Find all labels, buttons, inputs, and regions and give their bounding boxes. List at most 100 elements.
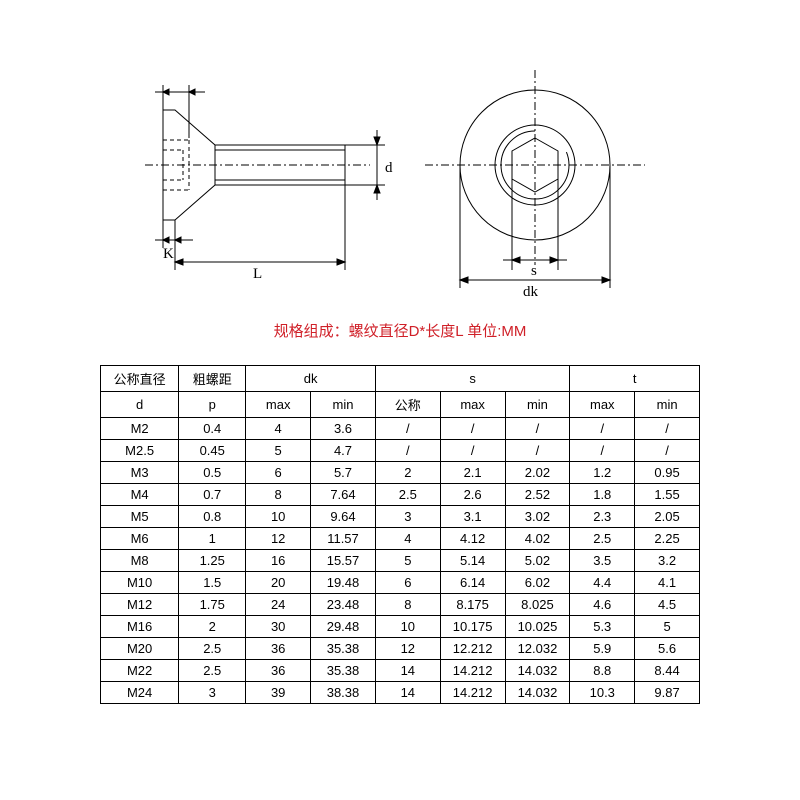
table-header-row-2: d p max min 公称 max min max min bbox=[101, 392, 700, 418]
label-K: K bbox=[163, 246, 174, 262]
cell-s_max: 10.175 bbox=[440, 616, 505, 638]
cell-dk_max: 36 bbox=[246, 638, 311, 660]
cell-p: 1.5 bbox=[179, 572, 246, 594]
cell-s_max: 3.1 bbox=[440, 506, 505, 528]
cell-s_nom: / bbox=[375, 418, 440, 440]
table-row: M20.443.6///// bbox=[101, 418, 700, 440]
cell-dk_min: 29.48 bbox=[311, 616, 376, 638]
cell-s_max: 14.212 bbox=[440, 660, 505, 682]
cell-dk_max: 12 bbox=[246, 528, 311, 550]
cell-t_min: 3.2 bbox=[635, 550, 700, 572]
cell-p: 0.5 bbox=[179, 462, 246, 484]
cell-s_nom: 3 bbox=[375, 506, 440, 528]
table-row: M222.53635.381414.21214.0328.88.44 bbox=[101, 660, 700, 682]
cell-s_max: 12.212 bbox=[440, 638, 505, 660]
cell-d: M6 bbox=[101, 528, 179, 550]
cell-s_min: 2.52 bbox=[505, 484, 570, 506]
cell-d: M8 bbox=[101, 550, 179, 572]
cell-p: 2.5 bbox=[179, 638, 246, 660]
cell-s_min: 14.032 bbox=[505, 660, 570, 682]
table-row: M2433938.381414.21214.03210.39.87 bbox=[101, 682, 700, 704]
table-row: M2.50.4554.7///// bbox=[101, 440, 700, 462]
cell-s_max: 2.1 bbox=[440, 462, 505, 484]
cell-s_min: 4.02 bbox=[505, 528, 570, 550]
cell-d: M20 bbox=[101, 638, 179, 660]
cell-d: M10 bbox=[101, 572, 179, 594]
th-t-max: max bbox=[570, 392, 635, 418]
screw-diagram-svg: K L d s dk bbox=[145, 70, 655, 300]
cell-dk_min: 4.7 bbox=[311, 440, 376, 462]
cell-s_min: / bbox=[505, 418, 570, 440]
cell-s_max: 8.175 bbox=[440, 594, 505, 616]
cell-dk_max: 4 bbox=[246, 418, 311, 440]
cell-dk_max: 39 bbox=[246, 682, 311, 704]
cell-dk_min: 15.57 bbox=[311, 550, 376, 572]
cell-t_max: 4.4 bbox=[570, 572, 635, 594]
table-row: M121.752423.4888.1758.0254.64.5 bbox=[101, 594, 700, 616]
cell-s_max: / bbox=[440, 418, 505, 440]
table-row: M611211.5744.124.022.52.25 bbox=[101, 528, 700, 550]
cell-s_nom: 5 bbox=[375, 550, 440, 572]
cell-s_min: 3.02 bbox=[505, 506, 570, 528]
th-s: s bbox=[375, 366, 569, 392]
cell-dk_min: 9.64 bbox=[311, 506, 376, 528]
cell-t_max: / bbox=[570, 440, 635, 462]
th-p: p bbox=[179, 392, 246, 418]
cell-t_max: 3.5 bbox=[570, 550, 635, 572]
label-d: d bbox=[385, 160, 393, 176]
cell-dk_min: 38.38 bbox=[311, 682, 376, 704]
cell-p: 0.7 bbox=[179, 484, 246, 506]
cell-d: M3 bbox=[101, 462, 179, 484]
cell-t_max: 8.8 bbox=[570, 660, 635, 682]
cell-t_min: 2.05 bbox=[635, 506, 700, 528]
cell-d: M2.5 bbox=[101, 440, 179, 462]
cell-t_max: 1.2 bbox=[570, 462, 635, 484]
cell-s_nom: 4 bbox=[375, 528, 440, 550]
cell-dk_max: 20 bbox=[246, 572, 311, 594]
cell-s_min: 8.025 bbox=[505, 594, 570, 616]
cell-s_nom: 10 bbox=[375, 616, 440, 638]
cell-t_max: 1.8 bbox=[570, 484, 635, 506]
table-row: M40.787.642.52.62.521.81.55 bbox=[101, 484, 700, 506]
cell-t_max: 5.3 bbox=[570, 616, 635, 638]
cell-s_nom: 14 bbox=[375, 660, 440, 682]
th-t: t bbox=[570, 366, 700, 392]
table-row: M202.53635.381212.21212.0325.95.6 bbox=[101, 638, 700, 660]
cell-s_max: 14.212 bbox=[440, 682, 505, 704]
cell-p: 1.75 bbox=[179, 594, 246, 616]
cell-p: 3 bbox=[179, 682, 246, 704]
cell-t_min: 1.55 bbox=[635, 484, 700, 506]
cell-t_min: 9.87 bbox=[635, 682, 700, 704]
cell-s_nom: 14 bbox=[375, 682, 440, 704]
cell-t_min: / bbox=[635, 440, 700, 462]
table-row: M30.565.722.12.021.20.95 bbox=[101, 462, 700, 484]
cell-s_min: 14.032 bbox=[505, 682, 570, 704]
cell-t_max: 5.9 bbox=[570, 638, 635, 660]
cell-t_min: 5.6 bbox=[635, 638, 700, 660]
th-dk-min: min bbox=[311, 392, 376, 418]
cell-d: M12 bbox=[101, 594, 179, 616]
cell-t_max: 4.6 bbox=[570, 594, 635, 616]
th-d-title: 公称直径 bbox=[101, 366, 179, 392]
cell-dk_min: 3.6 bbox=[311, 418, 376, 440]
cell-dk_min: 7.64 bbox=[311, 484, 376, 506]
cell-s_max: 4.12 bbox=[440, 528, 505, 550]
cell-dk_min: 35.38 bbox=[311, 638, 376, 660]
cell-p: 0.8 bbox=[179, 506, 246, 528]
cell-dk_max: 24 bbox=[246, 594, 311, 616]
cell-dk_min: 5.7 bbox=[311, 462, 376, 484]
cell-t_min: 4.1 bbox=[635, 572, 700, 594]
cell-p: 1 bbox=[179, 528, 246, 550]
cell-dk_max: 6 bbox=[246, 462, 311, 484]
spec-table: 公称直径 粗螺距 dk s t d p max min 公称 max min m… bbox=[100, 365, 700, 704]
cell-d: M2 bbox=[101, 418, 179, 440]
cell-t_min: 8.44 bbox=[635, 660, 700, 682]
cell-dk_min: 35.38 bbox=[311, 660, 376, 682]
table-header-row-1: 公称直径 粗螺距 dk s t bbox=[101, 366, 700, 392]
cell-s_nom: 8 bbox=[375, 594, 440, 616]
th-p-title: 粗螺距 bbox=[179, 366, 246, 392]
cell-t_max: 2.3 bbox=[570, 506, 635, 528]
cell-p: 0.45 bbox=[179, 440, 246, 462]
cell-dk_max: 30 bbox=[246, 616, 311, 638]
cell-dk_max: 8 bbox=[246, 484, 311, 506]
